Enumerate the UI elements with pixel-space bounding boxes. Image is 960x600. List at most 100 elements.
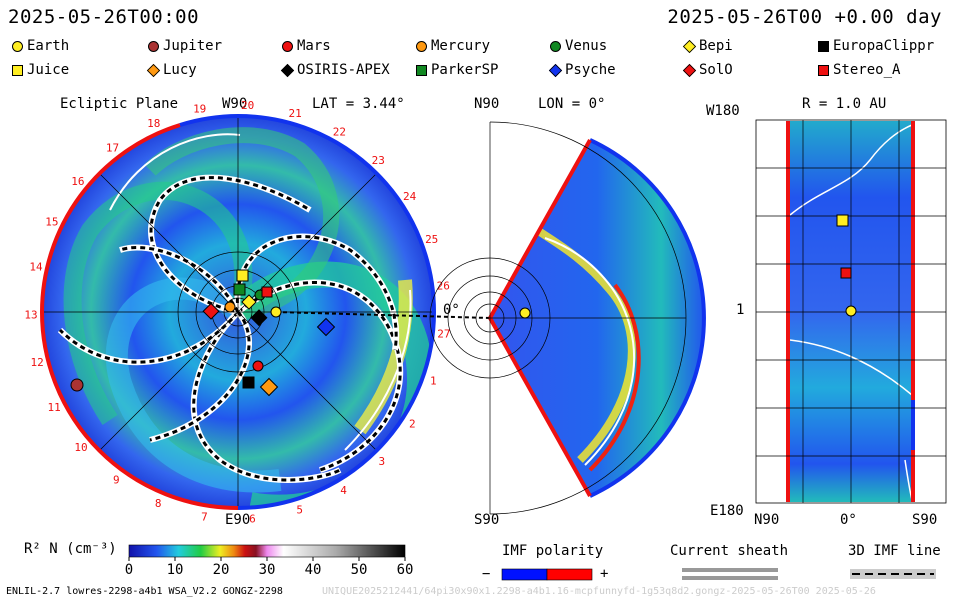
carrington-tick: 9 bbox=[113, 474, 120, 487]
carrington-tick: 20 bbox=[241, 99, 254, 112]
carrington-tick: 4 bbox=[340, 484, 347, 497]
legend-label: Mars bbox=[297, 38, 331, 54]
legend-label: SolO bbox=[699, 62, 733, 78]
legend-venus: Venus bbox=[550, 38, 607, 54]
colorbar-label: R² N (cm⁻³) bbox=[24, 541, 117, 557]
stereo-a-marker bbox=[261, 286, 273, 298]
carrington-tick: 2 bbox=[409, 418, 416, 431]
carrington-tick: 15 bbox=[45, 215, 58, 228]
footer-left: ENLIL-2.7 lowres-2298-a4b1 WSA_V2.2 GONG… bbox=[6, 586, 283, 597]
legend-marker-icon bbox=[550, 40, 561, 52]
legend-label: Venus bbox=[565, 38, 608, 54]
legend-marker-icon bbox=[12, 64, 23, 76]
meridional-lon-label: LON = 0° bbox=[538, 96, 606, 112]
legend-marker-icon bbox=[818, 64, 829, 76]
current-sheath-label: Current sheath bbox=[670, 543, 789, 559]
carrington-tick: 10 bbox=[74, 441, 87, 454]
legend-label: Psyche bbox=[565, 62, 616, 78]
legend-marker-icon bbox=[282, 40, 293, 52]
colorbar-ticks bbox=[128, 557, 406, 561]
legend-label: Juice bbox=[27, 62, 70, 78]
carrington-tick: 5 bbox=[296, 504, 303, 517]
lucy-marker bbox=[259, 377, 279, 397]
mars-marker bbox=[252, 360, 264, 372]
carrington-tick: 21 bbox=[288, 107, 301, 120]
carrington-tick: 14 bbox=[29, 261, 43, 274]
legend-jupiter: Jupiter bbox=[148, 38, 222, 54]
carrington-tick: 13 bbox=[24, 308, 37, 321]
carrington-tick: 17 bbox=[106, 141, 119, 154]
legend-marker-icon bbox=[148, 40, 159, 52]
legend-lucy: Lucy bbox=[146, 62, 197, 78]
legend-europaclippr: EuropaClippr bbox=[818, 38, 934, 54]
juice-marker bbox=[236, 269, 249, 282]
footer-right: UNIQUE2025212441/64pi30x90x1.2298-a4b1.1… bbox=[322, 586, 876, 597]
ecliptic-zero-label: 0° bbox=[443, 302, 460, 318]
carrington-tick: 6 bbox=[249, 513, 256, 526]
carrington-tick: 25 bbox=[425, 233, 438, 246]
legend-label: Lucy bbox=[163, 62, 197, 78]
carrington-tick: 23 bbox=[372, 154, 385, 167]
ecliptic-markers bbox=[70, 269, 336, 397]
carrington-tick: 8 bbox=[155, 497, 162, 510]
meridional-earth-marker bbox=[519, 307, 531, 319]
legend-marker-icon bbox=[818, 40, 829, 52]
legend-label: EuropaClippr bbox=[833, 38, 935, 54]
legend-osiris-apex: OSIRIS-APEX bbox=[280, 62, 390, 78]
legend-marker-icon bbox=[416, 40, 427, 52]
legend-juice: Juice bbox=[12, 62, 69, 78]
carrington-tick: 19 bbox=[193, 103, 206, 116]
carrington-tick: 11 bbox=[47, 401, 60, 414]
legend-stereo-a: Stereo_A bbox=[818, 62, 900, 78]
legend-marker-icon bbox=[12, 40, 23, 52]
legend-label: Bepi bbox=[699, 38, 733, 54]
legend-label: OSIRIS-APEX bbox=[297, 62, 390, 78]
meridional-bottom-label: S90 bbox=[474, 512, 500, 528]
radial-axis-right: S90 bbox=[912, 512, 938, 528]
solo-marker bbox=[202, 302, 220, 320]
imf-polarity-minus: − bbox=[482, 566, 491, 582]
radial-earth-marker bbox=[845, 305, 857, 317]
legend-mars: Mars bbox=[282, 38, 331, 54]
legend-label: Jupiter bbox=[163, 38, 223, 54]
datetime-left: 2025-05-26T00:00 bbox=[8, 6, 200, 28]
colorbar-tick-label: 40 bbox=[304, 562, 322, 578]
imf-polarity-plus: + bbox=[600, 566, 609, 582]
radial-axis-mid: 0° bbox=[840, 512, 857, 528]
current-sheath-sample bbox=[682, 568, 778, 580]
carrington-tick: 16 bbox=[71, 175, 84, 188]
carrington-tick: 22 bbox=[333, 126, 346, 139]
carrington-tick: 1 bbox=[430, 375, 437, 388]
radial-juice-marker bbox=[836, 214, 849, 227]
imf-polarity-bar bbox=[501, 568, 593, 581]
imf-line-label: 3D IMF line bbox=[848, 543, 941, 559]
parker-marker bbox=[233, 283, 246, 296]
radial-bottom-left: E180 bbox=[710, 503, 744, 519]
legend-parkersp: ParkerSP bbox=[416, 62, 498, 78]
jupiter-marker bbox=[70, 378, 84, 392]
carrington-tick: 27 bbox=[437, 328, 450, 341]
colorbar-tick-label: 60 bbox=[396, 562, 414, 578]
colorbar-tick-label: 20 bbox=[212, 562, 230, 578]
legend-earth: Earth bbox=[12, 38, 69, 54]
mercury-marker bbox=[224, 301, 236, 313]
legend-marker-icon bbox=[416, 64, 427, 76]
radial-axis-left: N90 bbox=[754, 512, 780, 528]
radial-stereo-a-marker bbox=[840, 267, 852, 279]
legend-label: Mercury bbox=[431, 38, 491, 54]
carrington-tick: 24 bbox=[403, 190, 417, 203]
carrington-tick: 18 bbox=[147, 117, 160, 130]
colorbar-tick-label: 10 bbox=[166, 562, 184, 578]
legend-label: Stereo_A bbox=[833, 62, 901, 78]
ecliptic-top-label: W90 bbox=[222, 96, 248, 112]
bepi-marker bbox=[241, 294, 257, 310]
legend-mercury: Mercury bbox=[416, 38, 490, 54]
legend-label: Earth bbox=[27, 38, 70, 54]
datetime-right: 2025-05-26T00 +0.00 day bbox=[667, 6, 942, 28]
europa-clipper-marker bbox=[242, 376, 255, 389]
earth-marker bbox=[270, 306, 282, 318]
legend-bepi: Bepi bbox=[682, 38, 733, 54]
carrington-tick: 26 bbox=[437, 280, 450, 293]
legend-solo: SolO bbox=[682, 62, 733, 78]
